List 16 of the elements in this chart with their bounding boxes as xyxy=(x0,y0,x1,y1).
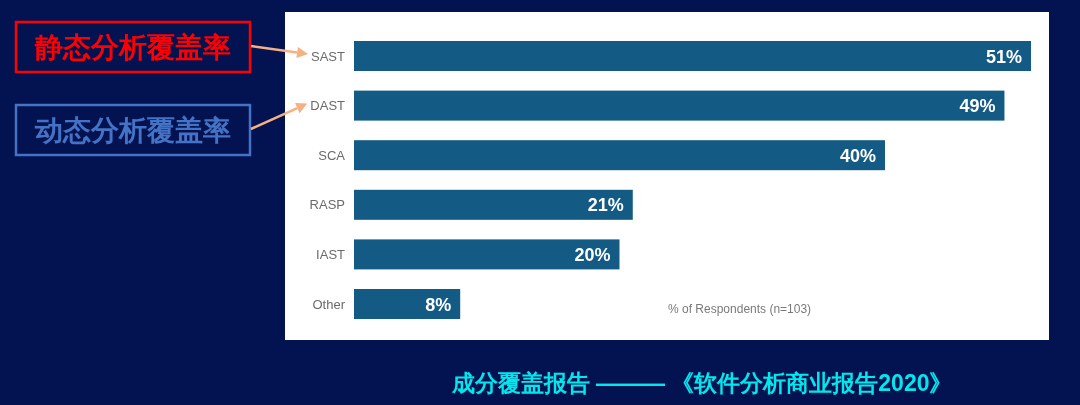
y-tick-label: IAST xyxy=(316,246,346,262)
y-tick-label: Other xyxy=(312,296,346,312)
text: 成分覆盖报告 ——— 《软件分析商业报告2020》 xyxy=(450,370,953,396)
text: 动态分析覆盖率 xyxy=(34,115,231,146)
y-tick-label: DAST xyxy=(310,98,346,114)
data-label: 40% xyxy=(839,145,876,166)
data-label: 51% xyxy=(985,46,1022,67)
data-label: 8% xyxy=(425,294,452,315)
y-tick-label: RASP xyxy=(309,197,345,213)
data-label: 49% xyxy=(959,96,996,117)
y-tick-label: SCA xyxy=(318,147,346,163)
data-label: 21% xyxy=(587,195,624,216)
data-label: 20% xyxy=(574,244,611,265)
text: 静态分析覆盖率 xyxy=(34,32,231,63)
y-tick-label: SAST xyxy=(311,48,346,64)
x-axis-title: % of Respondents (n=103) xyxy=(668,302,812,316)
